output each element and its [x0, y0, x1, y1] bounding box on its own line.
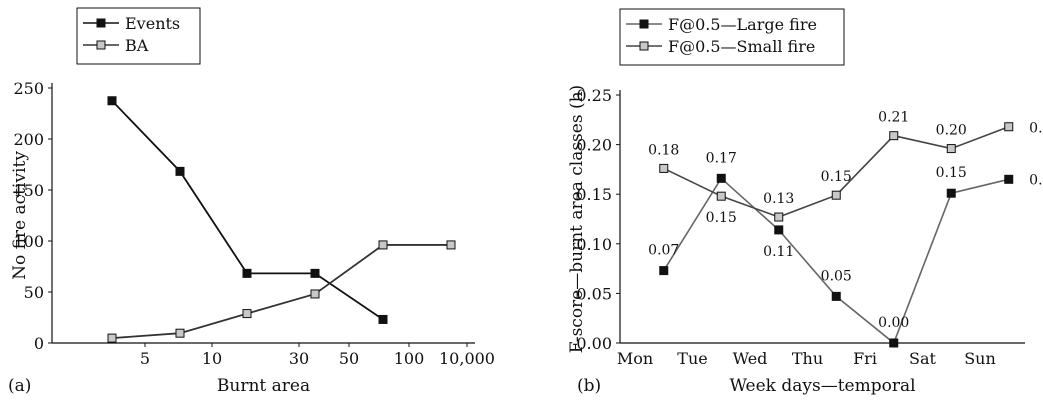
y-tick-label: 200 [13, 130, 44, 149]
data-point [242, 309, 252, 319]
y-tick-label: 0.20 [576, 136, 612, 155]
data-label: 0.22 [1029, 121, 1043, 137]
data-point [716, 173, 726, 183]
x-tick-label: 50 [339, 349, 359, 368]
data-point [774, 212, 784, 222]
x-tick-label: Tue [677, 349, 707, 368]
data-point [889, 338, 899, 348]
data-point [1004, 122, 1014, 132]
x-tick-label: Fri [853, 349, 877, 368]
data-point [378, 240, 388, 250]
data-label: 0.15 [936, 165, 967, 181]
data-point [242, 268, 252, 278]
data-point [310, 289, 320, 299]
x-tick-label: 100 [394, 349, 425, 368]
x-tick-label: 10,000 [439, 349, 495, 368]
x-tick-label: Sun [964, 349, 996, 368]
legend-entry: F@0.5—Large fire [668, 15, 817, 34]
data-point [378, 314, 388, 324]
data-point [659, 266, 669, 276]
legend-entry: F@0.5—Small fire [668, 37, 815, 56]
x-tick-label: Sat [909, 349, 937, 368]
legend-box [619, 8, 845, 66]
data-label: 0.13 [763, 191, 794, 207]
data-point [831, 190, 841, 200]
data-point [946, 188, 956, 198]
x-tick-label: 5 [140, 349, 150, 368]
series-line-F@0.5—Large fire [663, 177, 1009, 345]
x-axis-title: Week days—temporal [729, 376, 915, 396]
legend-entry: BA [125, 36, 149, 55]
x-axis-title: Burnt area [217, 376, 310, 396]
data-label: 0.16 [1029, 172, 1043, 188]
data-point [659, 163, 669, 173]
data-point [175, 166, 185, 176]
data-point [1004, 174, 1014, 184]
data-label: 0.11 [763, 244, 794, 260]
y-axis-title: F-score—burnt area classes (h) [567, 85, 587, 353]
y-tick-label: 0 [34, 334, 44, 353]
data-label: 0.05 [821, 268, 852, 284]
y-tick-label: 0.05 [576, 284, 612, 303]
legend-swatch-marker [639, 19, 649, 29]
panel-label: (a) [8, 376, 31, 396]
panel-label: (b) [577, 376, 601, 396]
y-tick-label: 0.25 [576, 86, 612, 105]
panel-a: 0 50 100 150 200 250 5 10 30 50 100 10,000 Events BA N… [8, 7, 495, 396]
data-label: 0.15 [821, 169, 852, 185]
data-point [774, 225, 784, 235]
legend-entry: Events [125, 14, 180, 33]
legend-swatch-marker [96, 40, 106, 50]
data-point [107, 333, 117, 343]
x-tick-label: Wed [733, 349, 768, 368]
data-label: 0.17 [706, 150, 737, 166]
data-point [716, 191, 726, 201]
y-tick-label: 50 [24, 283, 44, 302]
data-label: 0.21 [878, 110, 909, 126]
data-label: 0.18 [648, 142, 679, 158]
data-point [889, 131, 899, 141]
x-tick-label: Mon [617, 349, 653, 368]
x-tick-label: 10 [202, 349, 222, 368]
legend-box [76, 7, 201, 65]
data-point [175, 328, 185, 338]
legend-swatch-marker [639, 41, 649, 51]
data-label: 0.15 [706, 210, 737, 226]
x-tick-label: Thu [792, 349, 823, 368]
series-line-Events [111, 100, 384, 321]
y-tick-label: 0.10 [576, 235, 612, 254]
data-label: 0.07 [648, 243, 679, 259]
legend-swatch-marker [96, 18, 106, 28]
data-point [310, 268, 320, 278]
series-line-BA [111, 244, 451, 339]
data-point [446, 240, 456, 250]
y-tick-label: 0.00 [576, 334, 612, 353]
y-tick-label: 0.15 [576, 185, 612, 204]
y-axis-title: No fire activity [10, 151, 30, 280]
y-tick-label: 250 [13, 79, 44, 98]
y-tick-label: 150 [13, 181, 44, 200]
panel-b: 0.00 0.05 0.10 0.15 0.20 0.25 Mon Tue Wed Thu Fri S… [567, 8, 1043, 396]
y-tick-label: 100 [13, 232, 44, 251]
data-label: 0.00 [878, 315, 909, 331]
data-label: 0.20 [936, 123, 967, 139]
x-tick-label: 30 [289, 349, 309, 368]
data-point [946, 144, 956, 154]
data-point [107, 96, 117, 106]
data-point [831, 291, 841, 301]
